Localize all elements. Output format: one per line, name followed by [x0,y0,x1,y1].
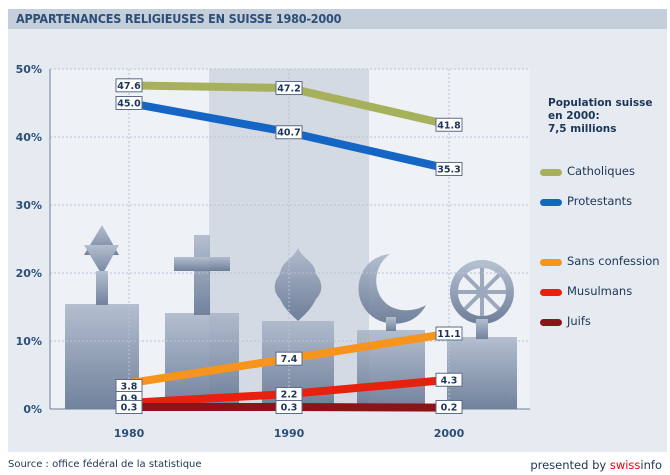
legend-swatch [540,319,562,326]
data-label-box [275,351,303,366]
x-tick-label: 1980 [114,427,145,440]
data-label-box [435,326,463,341]
source-note: Source : office fédéral de la statistiqu… [8,459,202,470]
cross-icon [165,235,239,409]
data-label-box [435,400,463,414]
dharma-wheel-icon [447,260,517,409]
data-label-box [435,117,463,132]
data-label-protestants: 35.3 [435,161,463,176]
y-tick-label: 20% [16,267,42,280]
data-label-catholiques: 41.8 [435,117,463,132]
presented-by-prefix: presented by [530,458,610,472]
data-label-juifs: 0.2 [435,400,463,414]
data-label-text: 40.7 [277,128,300,139]
data-label-text: 11.1 [437,329,460,340]
chart-title: APPARTENANCES RELIGIEUSES EN SUISSE 1980… [16,11,342,26]
data-label-juifs: 0.3 [115,400,143,414]
data-label-text: 45.0 [117,99,141,110]
y-tick-label: 30% [16,199,42,212]
data-label-text: 35.3 [437,164,460,175]
data-label-sans-confession: 7.4 [275,351,303,366]
data-label-box [115,400,143,414]
data-label-text: 0.9 [121,394,138,405]
legend-swatch [540,259,562,266]
chart-svg: 0%10%20%30%40%50% 1980 1990 2000 47.6 47.24… [16,63,530,440]
legend-swatch [540,199,562,206]
legend-label: Catholiques [567,164,635,178]
legend-swatch [540,289,562,296]
data-label-text: 41.8 [437,120,461,131]
data-label-box [275,125,303,140]
y-tick-label: 50% [16,63,42,76]
data-label-catholiques: 47.6 [115,78,143,93]
data-label-musulmans: 4.3 [435,372,463,387]
y-tick-label: 0% [23,403,42,416]
data-label-box [435,161,463,176]
y-tick-label: 40% [16,131,42,144]
x-tick-label: 2000 [434,427,465,440]
population-note: Population suisse en 2000: 7,5 millions [548,97,653,136]
data-label-text: 47.2 [277,84,300,95]
legend-label: Juifs [567,314,591,328]
data-label-text: 0.3 [281,403,298,414]
data-label-box [115,96,143,110]
brand-swiss: swiss [609,458,641,472]
data-label-musulmans: 2.2 [275,387,303,402]
legend-label: Musulmans [567,284,633,298]
data-label-sans-confession: 11.1 [435,326,463,341]
legend-label: Protestants [567,194,633,208]
footer [0,452,670,475]
data-label-text: 2.2 [281,390,298,401]
presented-by[interactable]: presented by swissinfo [530,458,662,472]
y-tick-labels: 0% 10% 20% 30% 40% 50% [16,63,42,416]
title-bar: APPARTENANCES RELIGIEUSES EN SUISSE 1980… [8,9,667,29]
data-label-text: 4.3 [441,375,458,386]
data-label-text: 47.6 [117,81,141,92]
data-label-protestants: 45.0 [115,96,143,110]
data-label-box [115,78,143,93]
data-label-protestants: 40.7 [275,125,303,140]
data-label-box [435,372,463,387]
data-label-text: 0.2 [441,403,458,414]
data-label-box [275,400,303,414]
population-note-line-2: en 2000: [548,110,600,122]
y-tick-label: 10% [16,335,42,348]
x-tick-labels: 1980 1990 2000 [114,427,465,440]
x-tick-label: 1990 [274,427,305,440]
data-labels: 47.6 47.2 41.8 45.0 40.7 35.3 3.8 7.4 11.1 0.9 2.2… [115,78,463,414]
data-label-catholiques: 47.2 [275,81,303,96]
data-label-box [275,81,303,96]
data-label-juifs: 0.3 [275,400,303,414]
data-label-sans-confession: 3.8 [115,379,143,393]
legend-label: Sans confession [567,254,660,268]
data-label-text: 7.4 [281,354,298,365]
population-note-line-3: 7,5 millions [548,123,617,135]
legend-swatch [540,169,562,176]
data-label-text: 3.8 [121,382,138,393]
population-note-line-1: Population suisse [548,97,653,109]
chart-panel: 0% 10% 20% 30% 40% 50% 1980 1990 2000 47.6 47.2 4… [8,29,667,452]
brand-info: info [640,458,662,472]
data-label-text: 0.3 [121,403,138,414]
